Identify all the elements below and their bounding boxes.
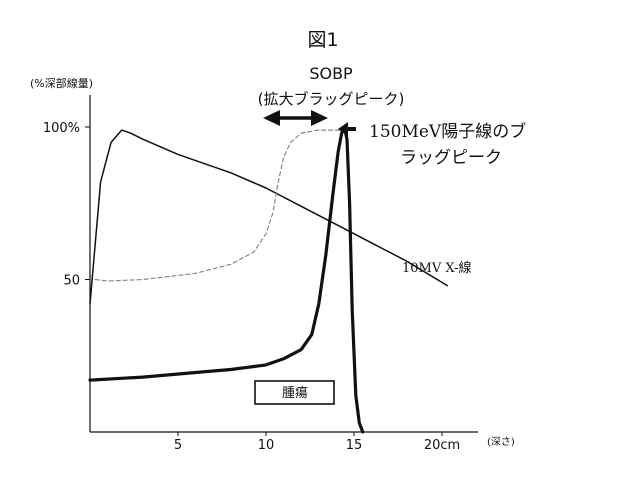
sobp-curve <box>94 127 345 282</box>
proton-label-line2: ラッグピーク <box>400 148 502 168</box>
y-tick-label: 50 <box>63 274 80 289</box>
tumor-label: 腫瘍 <box>282 385 308 401</box>
x-tick-label: 20cm <box>424 438 460 453</box>
xray-label: 10MV X-線 <box>402 260 472 276</box>
proton-label-line1: 150MeV陽子線のブ <box>369 121 526 142</box>
x-axis-label: (深さ) <box>487 436 515 448</box>
proton-peak-arrow-head <box>338 122 348 136</box>
sobp-label: SOBP <box>309 64 353 83</box>
proton-bragg-curve <box>88 125 365 434</box>
chart-title: 図1 <box>307 29 338 51</box>
sobp-range-arrow-right-head <box>311 110 328 126</box>
xray-curve <box>89 129 449 305</box>
y-tick-label: 100% <box>43 121 80 136</box>
sobp-sublabel: (拡大ブラッグピーク) <box>258 90 405 108</box>
x-tick-label: 15 <box>346 438 363 453</box>
y-axis-label: (%深部線量) <box>30 76 93 90</box>
x-tick-label: 10 <box>258 438 275 453</box>
sobp-range-arrow-left-head <box>263 110 280 126</box>
x-tick-label: 5 <box>174 438 182 453</box>
tumor-box <box>254 380 335 405</box>
